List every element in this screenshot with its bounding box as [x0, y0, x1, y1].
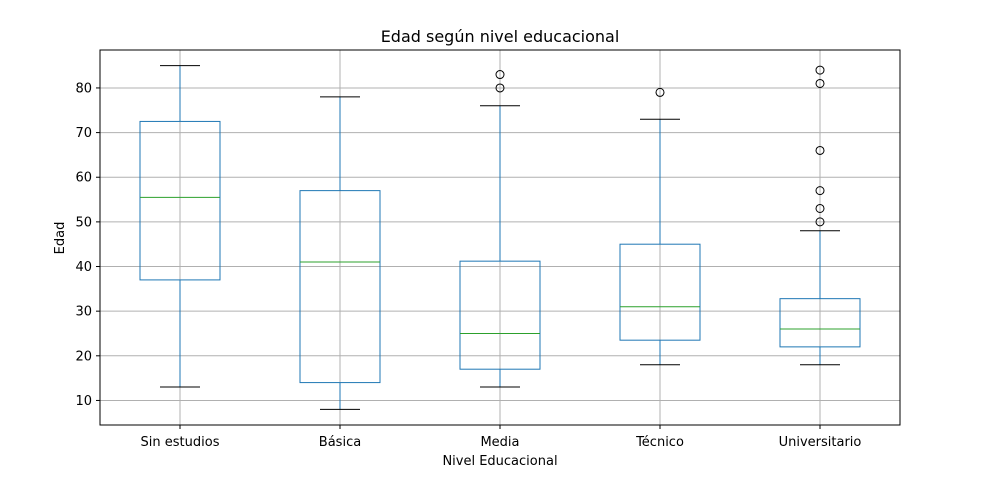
outlier-point: [495, 70, 505, 80]
x-tick-label: Universitario: [779, 435, 862, 450]
outlier-point: [655, 87, 665, 97]
y-tick-label: 60: [75, 171, 92, 186]
y-tick-label: 40: [75, 260, 92, 275]
x-axis-label: Nivel Educacional: [442, 454, 557, 469]
box: [299, 190, 381, 384]
box-layer: [139, 65, 861, 410]
outlier-point: [815, 186, 825, 196]
y-tick-label: 70: [75, 126, 92, 141]
y-axis-label: Edad: [53, 222, 68, 255]
outlier-point: [495, 83, 505, 93]
chart-title: Edad según nivel educacional: [381, 27, 620, 46]
y-tick-label: 50: [75, 215, 92, 230]
box: [619, 243, 701, 341]
outlier-point: [815, 203, 825, 213]
x-tick-label: Media: [480, 435, 519, 450]
outlier-point: [815, 217, 825, 227]
x-tick-label: Técnico: [635, 435, 684, 450]
outlier-point: [815, 65, 825, 75]
x-tick-label: Básica: [319, 435, 361, 450]
box: [459, 260, 541, 370]
box: [779, 298, 861, 348]
y-tick-label: 10: [75, 394, 92, 409]
y-tick-label: 30: [75, 305, 92, 320]
outlier-point: [815, 145, 825, 155]
y-tick-label: 80: [75, 81, 92, 96]
tick-layer: 10 20 30 40 50 60 70 80 Sin estudios Básica Media T…: [75, 81, 861, 450]
y-tick-label: 20: [75, 349, 92, 364]
box: [139, 120, 221, 281]
outlier-point: [815, 78, 825, 88]
x-tick-label: Sin estudios: [141, 435, 220, 450]
